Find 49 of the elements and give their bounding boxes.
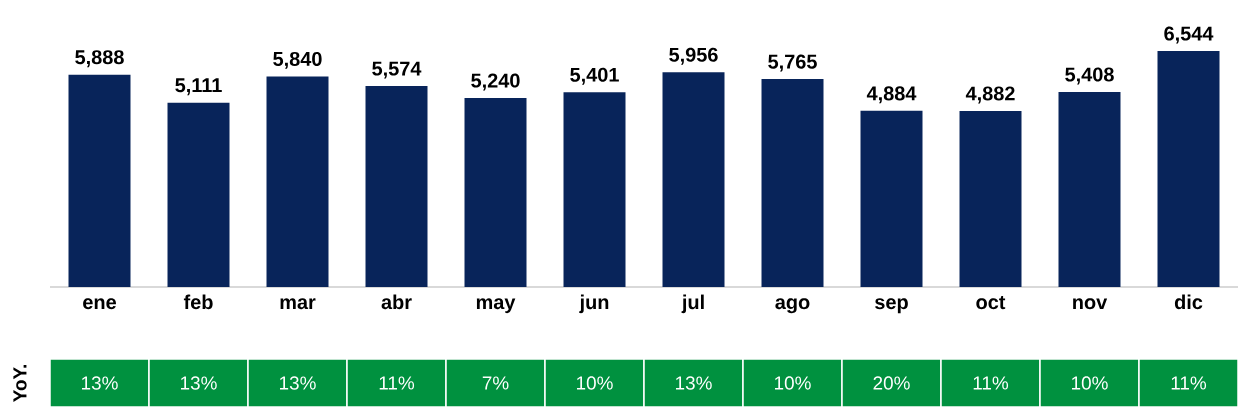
bar — [761, 79, 824, 287]
text: 13% — [181, 376, 217, 390]
text: YoY. — [13, 365, 27, 402]
text: 11% — [973, 376, 1009, 390]
bar — [266, 76, 329, 287]
x-tick-label: oct — [976, 296, 1006, 310]
data-label: 5,111 — [175, 78, 222, 96]
bar — [68, 74, 131, 287]
data-label: 5,574 — [372, 61, 422, 79]
x-tick-label: abr — [381, 294, 412, 310]
data-label: 4,884 — [866, 86, 917, 104]
text: 20% — [873, 376, 910, 390]
data-label: 5,888 — [75, 50, 124, 68]
bar — [365, 85, 428, 287]
bar — [167, 102, 230, 287]
data-label: 6,544 — [1164, 26, 1214, 44]
bar — [1058, 91, 1121, 287]
data-label: 4,882 — [965, 86, 1015, 104]
data-label: 5,840 — [273, 51, 322, 69]
text: 13% — [676, 376, 712, 390]
x-tick-label: ago — [775, 298, 810, 314]
data-label: 5,765 — [768, 54, 817, 72]
bar — [464, 98, 527, 287]
bar — [1157, 51, 1220, 287]
x-tick-label: feb — [183, 294, 213, 310]
text: 10% — [577, 376, 613, 390]
bar — [662, 72, 725, 287]
text: 10% — [775, 376, 811, 390]
x-tick-label: jun — [579, 294, 609, 314]
text: 10% — [1072, 376, 1108, 390]
x-tick-label: sep — [875, 298, 908, 314]
x-tick-label: dic — [1174, 294, 1203, 310]
x-tick-label: nov — [1073, 298, 1108, 310]
data-label: 5,240 — [471, 73, 520, 91]
text: 11% — [1171, 376, 1207, 390]
data-label: 5,408 — [1065, 67, 1114, 85]
bar — [959, 110, 1022, 287]
text: 13% — [82, 376, 118, 390]
text: 13% — [280, 376, 316, 390]
x-tick-label: ene — [83, 298, 116, 310]
x-tick-label: mar — [280, 298, 316, 310]
data-label: 5,401 — [570, 67, 619, 85]
x-tick-label: jul — [681, 294, 704, 314]
bar — [563, 92, 626, 287]
text: 7% — [482, 376, 509, 390]
text: 11% — [379, 376, 415, 390]
data-label: 5,956 — [669, 47, 718, 65]
x-tick-label: may — [476, 298, 516, 314]
bar — [860, 110, 923, 287]
